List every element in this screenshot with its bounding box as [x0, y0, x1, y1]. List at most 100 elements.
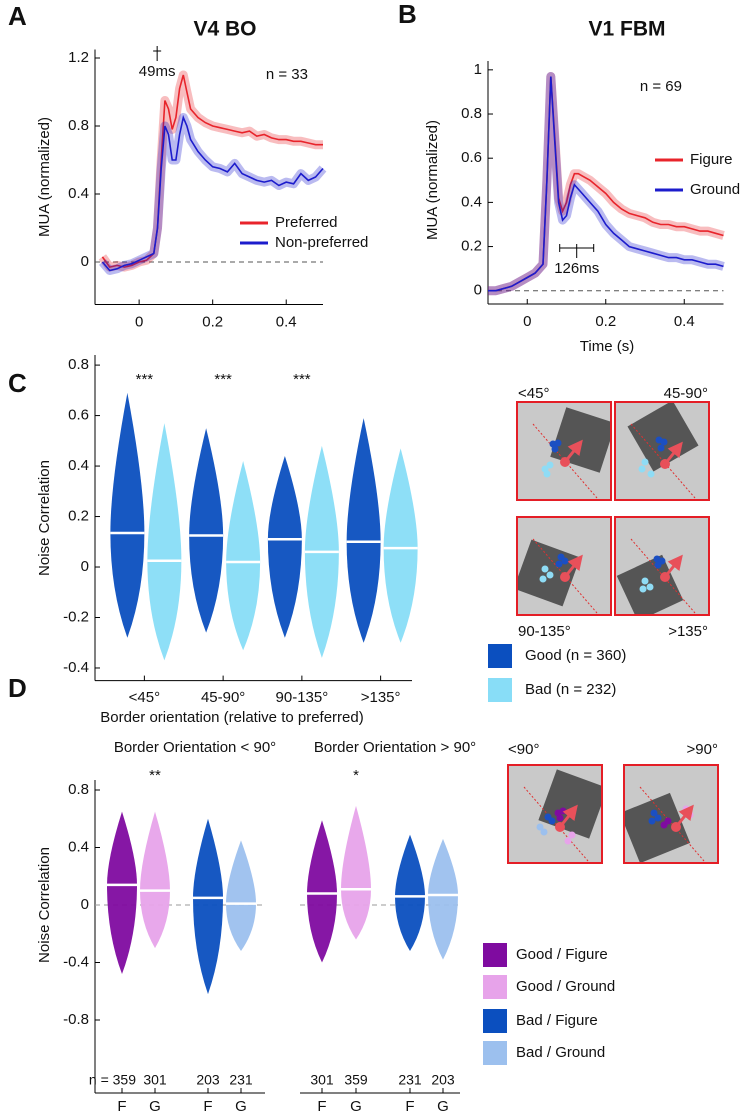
significance: **: [149, 767, 161, 784]
y-tick-label: 0.4: [68, 457, 89, 474]
legend-swatch: [488, 644, 512, 668]
legend-label: Good / Ground: [516, 978, 615, 995]
shape-circle: [536, 823, 544, 831]
shape-circle: [559, 807, 567, 815]
distribution: [193, 818, 223, 995]
n-label: 203: [431, 1072, 455, 1088]
significance: ***: [214, 371, 232, 388]
n-label: 301: [143, 1072, 167, 1088]
y-tick-label: 0.2: [68, 508, 89, 525]
distribution: [110, 392, 145, 638]
shape-line: [674, 804, 694, 828]
chart-title: Border Orientation < 90°: [114, 739, 276, 756]
shape-circle: [657, 444, 665, 452]
inset-label: >135°: [668, 623, 708, 640]
y-tick-label: -0.8: [63, 1011, 89, 1028]
y-tick-label: 0: [81, 253, 89, 270]
legend-label: Figure: [690, 151, 733, 168]
annotation: 49ms: [139, 63, 176, 80]
legend-label: Bad (n = 232): [525, 681, 616, 698]
y-tick-label: 0.8: [461, 105, 482, 122]
chart-title: V1 FBM: [588, 18, 665, 41]
shape-circle: [568, 831, 576, 839]
series-line: [488, 76, 724, 292]
legend-swatch: [488, 678, 512, 702]
shape-line: [663, 441, 683, 465]
shape-circle: [654, 561, 662, 569]
shape-g: [538, 769, 602, 839]
legend-label: Ground: [690, 181, 740, 198]
x-tick-label: F: [203, 1098, 212, 1115]
legend-swatch: [483, 943, 507, 967]
distribution: [189, 428, 224, 633]
y-tick-label: 0.2: [461, 238, 482, 255]
x-tick-label: 90-135°: [276, 689, 329, 706]
y-tick-label: 0: [81, 558, 89, 575]
distribution: [107, 811, 137, 974]
y-tick-label: 0.6: [68, 407, 89, 424]
inset-group: <90° >90°: [507, 741, 719, 864]
shape-line: [663, 554, 683, 578]
shape-rect: [614, 401, 710, 501]
shape-rect: [550, 407, 611, 473]
annotation: 126ms: [554, 260, 599, 277]
legend-label: Good / Figure: [516, 946, 608, 963]
distribution: [147, 423, 182, 661]
x-tick-label: 0.2: [202, 313, 223, 330]
legend-swatch: [483, 1041, 507, 1065]
error-band: [488, 72, 725, 296]
shape-rect: [623, 764, 719, 864]
y-tick-label: 0: [474, 282, 482, 299]
shape-circle: [548, 817, 556, 825]
n-label: n = 69: [640, 78, 682, 95]
shape-circle: [664, 817, 672, 825]
shape-circle: [540, 828, 548, 836]
inset-label: >90°: [687, 741, 718, 758]
x-tick-label: F: [405, 1098, 414, 1115]
inset-box: [516, 516, 612, 616]
shape-line: [558, 804, 578, 828]
distribution: [226, 840, 256, 951]
n-label: 301: [310, 1072, 334, 1088]
y-tick-label: 0.6: [461, 149, 482, 166]
x-tick-label: G: [437, 1098, 449, 1115]
panel-letter: D: [8, 673, 27, 703]
shape-g: [624, 792, 691, 863]
shape-circle: [551, 445, 559, 453]
inset-box: [623, 764, 719, 864]
shape-circle: [641, 577, 649, 585]
inset-box: [507, 764, 603, 864]
y-axis-label: MUA (normalized): [36, 117, 53, 237]
y-tick-label: 1: [474, 61, 482, 78]
chart-title: V4 BO: [193, 18, 256, 41]
shape-circle: [554, 439, 562, 447]
n-label: n = 33: [266, 66, 308, 83]
x-tick-label: 0.4: [276, 313, 297, 330]
y-tick-label: 0.8: [68, 781, 89, 798]
shape-rect: [538, 769, 602, 839]
panel-letter: C: [8, 368, 27, 398]
shape-circle: [546, 461, 554, 469]
y-tick-label: 0.8: [68, 356, 89, 373]
significance: *: [353, 767, 359, 784]
distribution: [307, 820, 337, 963]
series-line: [101, 114, 324, 272]
x-tick-label: <45°: [129, 689, 160, 706]
panel-letter: A: [8, 1, 27, 31]
x-tick-label: 0.2: [595, 313, 616, 330]
y-axis-label: Noise Correlation: [36, 847, 53, 963]
shape-g: [550, 407, 611, 473]
shape-circle: [561, 557, 569, 565]
y-tick-label: -0.4: [63, 953, 89, 970]
y-tick-label: 1.2: [68, 49, 89, 66]
y-tick-label: 0.4: [68, 838, 89, 855]
inset-label: <45°: [518, 385, 549, 402]
y-tick-label: -0.2: [63, 608, 89, 625]
x-tick-label: 0.4: [674, 313, 695, 330]
shape-circle: [639, 585, 647, 593]
n-label: 359: [344, 1072, 368, 1088]
shape-rect: [624, 792, 691, 863]
shape-circle: [546, 571, 554, 579]
shape-rect: [516, 401, 612, 501]
